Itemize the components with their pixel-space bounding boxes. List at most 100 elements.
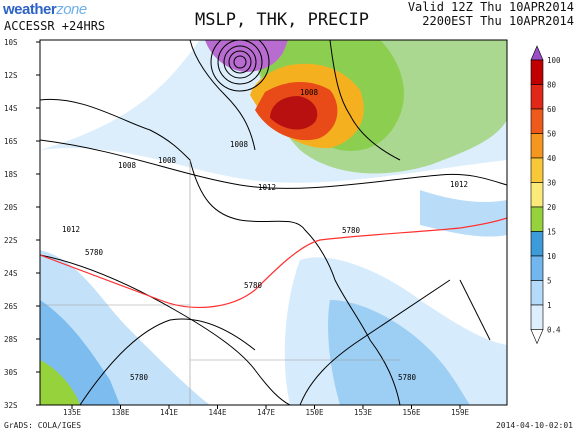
thickness-label: 5780 bbox=[85, 248, 104, 257]
legend-swatch bbox=[530, 231, 544, 257]
precip-southwest-green bbox=[40, 360, 80, 405]
state-borders bbox=[40, 160, 400, 405]
coastline-capeyork bbox=[329, 40, 401, 161]
legend-swatch bbox=[530, 304, 544, 330]
legend-value: 30 bbox=[547, 179, 557, 188]
axis-labels: 10S 12S 14S 16S 18S 20S 22S 24S 26S 28S 30S 32S 135… bbox=[4, 38, 470, 417]
lat-label: 12S bbox=[4, 71, 18, 80]
model-run-label: ACCESSR +24HRS bbox=[4, 19, 106, 33]
thickness-5780-line bbox=[40, 217, 507, 308]
isobar-label: 1008 bbox=[230, 140, 249, 149]
isobar-1012 bbox=[40, 139, 507, 189]
legend-value: 20 bbox=[547, 203, 557, 212]
isobars bbox=[40, 139, 507, 405]
generation-timestamp: 2014-04-10-02:01 bbox=[495, 421, 573, 430]
legend-value: 50 bbox=[547, 130, 557, 139]
lat-label: 14S bbox=[4, 104, 18, 113]
legend-top-arrow bbox=[530, 45, 544, 61]
thickness-label: 5780 bbox=[398, 373, 417, 382]
lon-label: 156E bbox=[402, 408, 421, 417]
logo-accent-text: zone bbox=[56, 1, 87, 18]
legend-value: 100 bbox=[547, 56, 561, 65]
cyclone-ring-2 bbox=[228, 50, 252, 74]
lon-label: 144E bbox=[208, 408, 227, 417]
lat-label: 28S bbox=[4, 335, 18, 344]
precip-darkred bbox=[270, 96, 318, 130]
lat-label: 10S bbox=[4, 38, 18, 47]
chart-title: MSLP, THK, PRECIP bbox=[195, 10, 369, 30]
precip-east-band bbox=[420, 190, 507, 237]
lon-label: 153E bbox=[354, 408, 373, 417]
isobar-label: 1012 bbox=[450, 180, 468, 189]
lat-label: 26S bbox=[4, 302, 18, 311]
legend-swatch bbox=[530, 84, 544, 110]
lon-label: 135E bbox=[63, 408, 82, 417]
thickness-label: 5780 bbox=[342, 226, 361, 235]
lon-label: 147E bbox=[257, 408, 276, 417]
lat-label: 20S bbox=[4, 203, 18, 212]
legend-value: 10 bbox=[547, 252, 557, 261]
legend-colorbar bbox=[530, 45, 544, 345]
lat-label: 18S bbox=[4, 170, 18, 179]
isobar-label: 1008 bbox=[158, 156, 177, 165]
legend-swatch bbox=[530, 255, 544, 281]
lon-label: 138E bbox=[111, 408, 130, 417]
legend-value: 40 bbox=[547, 154, 557, 163]
legend-value: 1 bbox=[547, 301, 552, 310]
cyclone-ring-1 bbox=[233, 55, 247, 69]
isobar-label: 1012 bbox=[258, 183, 276, 192]
grads-credit: GrADS: COLA/IGES bbox=[4, 421, 82, 430]
legend-value: 0.4 bbox=[547, 326, 561, 335]
lon-label: 141E bbox=[160, 408, 179, 417]
legend-swatch bbox=[530, 59, 544, 85]
isobar-label: 1008 bbox=[118, 161, 137, 170]
thickness-label: 5780 bbox=[244, 281, 263, 290]
legend-swatch bbox=[530, 206, 544, 232]
isobar-label: 1008 bbox=[300, 88, 319, 97]
legend-value: 15 bbox=[547, 228, 556, 237]
lat-label: 32S bbox=[4, 401, 18, 410]
isobar-southeast bbox=[299, 279, 451, 405]
coastline-gulf bbox=[189, 40, 256, 151]
isobar-label: 1012 bbox=[62, 225, 80, 234]
cyclone-ring-3 bbox=[223, 45, 257, 79]
precip-shading bbox=[40, 40, 507, 405]
cyclone-rings bbox=[210, 40, 270, 92]
coastlines bbox=[40, 40, 491, 405]
lat-label: 30S bbox=[4, 368, 18, 377]
local-time: 2200EST Thu 10APR2014 bbox=[422, 14, 574, 28]
legend-swatch bbox=[530, 280, 544, 306]
lon-label: 150E bbox=[305, 408, 324, 417]
cyclone-ring-4 bbox=[217, 40, 263, 85]
legend-value: 5 bbox=[547, 277, 552, 286]
legend-swatch bbox=[530, 182, 544, 208]
lat-label: 24S bbox=[4, 269, 18, 278]
logo-main-text: weather bbox=[3, 1, 57, 18]
cyclone-ring-5 bbox=[210, 40, 270, 92]
legend-bottom-arrow bbox=[530, 329, 544, 345]
legend-swatch bbox=[530, 133, 544, 159]
precip-southeast-mid bbox=[328, 300, 470, 405]
map-contour-labels: 1008 1008 1008 1008 1012 1012 1012 5780 5780 5780… bbox=[62, 88, 468, 382]
weatherzone-logo: weatherzone bbox=[3, 1, 87, 18]
precip-purple bbox=[205, 40, 288, 72]
lat-label-group: 10S 12S 14S 16S 18S 20S 22S 24S 26S 28S 30S 32S bbox=[4, 38, 40, 410]
lon-label: 159E bbox=[451, 408, 470, 417]
plot-frame bbox=[39, 39, 508, 406]
legend-swatch bbox=[530, 108, 544, 134]
legend-swatch bbox=[530, 157, 544, 183]
legend-value: 60 bbox=[547, 105, 557, 114]
lon-label-group: 135E 138E 141E 144E 147E 150E 153E 156E 159E bbox=[63, 405, 470, 417]
isobar-south-1 bbox=[40, 254, 291, 405]
legend-values: 100 80 60 50 40 30 20 15 10 5 1 0.4 bbox=[547, 56, 561, 335]
lat-label: 16S bbox=[4, 137, 18, 146]
thickness-label: 5780 bbox=[130, 373, 149, 382]
lat-label: 22S bbox=[4, 236, 18, 245]
isobar-south-2 bbox=[79, 318, 256, 405]
valid-time: Valid 12Z Thu 10APR2014 bbox=[407, 0, 574, 14]
coastline-island bbox=[459, 279, 491, 341]
coastline-east bbox=[40, 98, 401, 405]
